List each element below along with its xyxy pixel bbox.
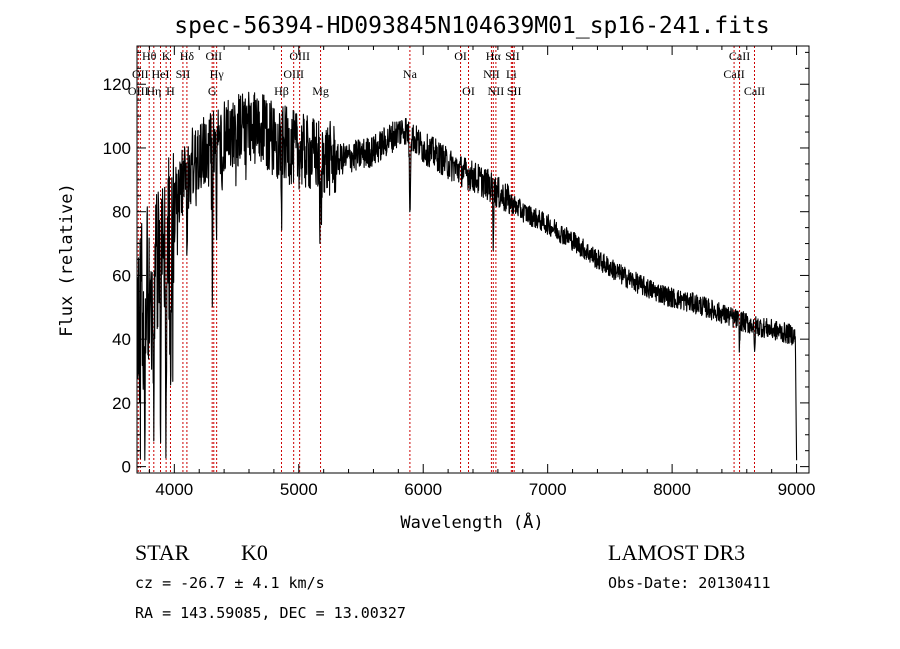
line-marker-label: CaII	[729, 49, 750, 63]
y-tick-label: 0	[122, 458, 131, 477]
y-axis: 0 20 40 60 80 100 120	[103, 51, 809, 477]
x-tick-label: 5000	[280, 480, 318, 499]
x-tick-label: 9000	[778, 480, 816, 499]
line-marker-label: OII	[205, 49, 222, 63]
x-tick-label: 7000	[529, 480, 567, 499]
line-marker-label: Mg	[312, 84, 329, 98]
line-marker-label: HeI	[152, 67, 170, 81]
y-tick-label: 80	[112, 203, 131, 222]
y-tick-label: 120	[103, 75, 131, 94]
line-marker-label: Hθ	[142, 49, 157, 63]
redshift-velocity: cz = -26.7 ± 4.1 km/s	[135, 574, 325, 592]
spectrum-line	[136, 91, 798, 461]
line-marker-label: Hγ	[210, 67, 225, 81]
y-axis-label: Flux (relative)	[57, 183, 77, 337]
x-axis-label: Wavelength (Å)	[400, 511, 543, 533]
x-axis: 4000 5000 6000 7000 8000 9000	[148, 46, 816, 499]
line-marker-label: Hδ	[180, 49, 195, 63]
line-marker-label: Hα	[486, 49, 502, 63]
line-marker-label: NII	[483, 67, 500, 81]
line-marker-label: SII	[505, 49, 520, 63]
line-marker-label: Hη	[146, 84, 161, 98]
observation-date: Obs-Date: 20130411	[608, 574, 771, 592]
line-marker-label: OI	[462, 84, 475, 98]
survey-name: LAMOST DR3	[608, 540, 746, 565]
spectrum-chart: spec-56394-HD093845N104639M01_sp16-241.f…	[57, 13, 816, 533]
line-marker-label: CaII	[723, 67, 744, 81]
line-marker-label: OII	[132, 67, 149, 81]
chart-title: spec-56394-HD093845N104639M01_sp16-241.f…	[174, 13, 769, 39]
line-marker-label: OIII	[128, 84, 149, 98]
x-tick-label: 8000	[653, 480, 691, 499]
y-tick-label: 60	[112, 266, 131, 285]
object-subclass: K0	[241, 540, 268, 565]
y-tick-label: 100	[103, 139, 131, 158]
line-marker-label: Na	[403, 67, 418, 81]
line-marker-label: Li	[506, 67, 517, 81]
coordinates: RA = 143.59085, DEC = 13.00327	[135, 604, 406, 622]
line-marker-label: OI	[454, 49, 467, 63]
y-tick-label: 40	[112, 330, 131, 349]
line-marker-label: OIII	[283, 67, 304, 81]
line-marker-label: K	[162, 49, 171, 63]
line-marker-label: Hβ	[274, 84, 289, 98]
line-marker-label: H	[166, 84, 175, 98]
x-tick-label: 4000	[155, 480, 193, 499]
line-marker-label: SII	[507, 84, 522, 98]
y-tick-label: 20	[112, 394, 131, 413]
line-marker-label: NII	[488, 84, 505, 98]
line-marker-label: SII	[176, 67, 191, 81]
line-marker-label: CaII	[744, 84, 765, 98]
object-class: STAR	[135, 540, 190, 565]
plot-frame	[136, 45, 810, 474]
line-marker-group	[137, 46, 755, 473]
line-marker-label: G	[208, 84, 217, 98]
x-tick-label: 6000	[404, 480, 442, 499]
line-marker-label: OIII	[289, 49, 310, 63]
